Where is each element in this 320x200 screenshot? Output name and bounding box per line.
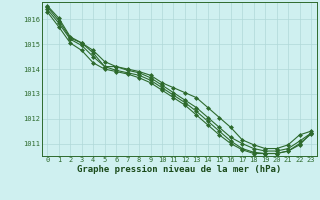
X-axis label: Graphe pression niveau de la mer (hPa): Graphe pression niveau de la mer (hPa) bbox=[77, 165, 281, 174]
